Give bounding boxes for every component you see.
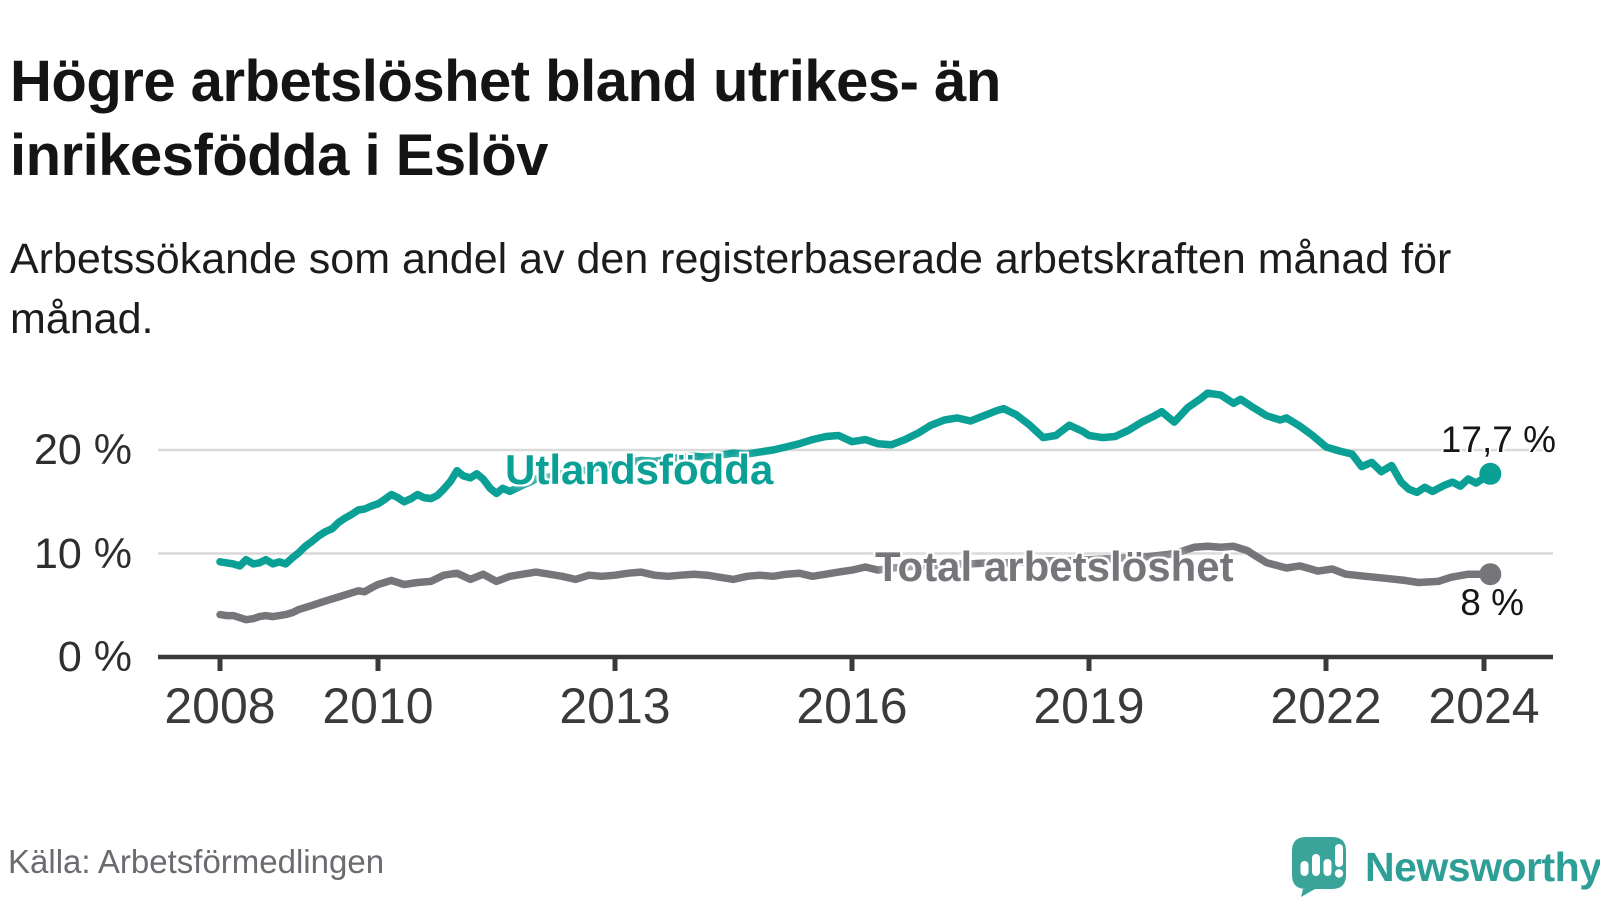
- chart-title: Högre arbetslöshet bland utrikes- än inr…: [10, 48, 1001, 188]
- series-line-utlandsf-dda: [216, 389, 1495, 570]
- newsworthy-icon: [1292, 837, 1346, 897]
- source-note: Källa: Arbetsförmedlingen: [8, 843, 385, 880]
- newsworthy-wordmark: Newsworthy: [1365, 844, 1600, 890]
- x-tick-label-2008: 2008: [164, 678, 276, 734]
- series-label-utlandsfodda: Utlandsfödda: [505, 446, 774, 493]
- x-tick-label-2013: 2013: [559, 678, 671, 734]
- series-line-total-arbetsl-shet: [216, 542, 1495, 624]
- series-label-total-arbetsloshet: Total arbetslöshet: [875, 543, 1234, 590]
- newsworthy-logo: Newsworthy: [1291, 836, 1600, 898]
- end-value-utlandsfodda: 17,7 %: [1440, 419, 1556, 460]
- end-value-total: 8 %: [1460, 582, 1524, 623]
- y-tick-label-20: 20 %: [33, 426, 132, 474]
- x-tick-label-2019: 2019: [1033, 678, 1145, 734]
- x-tick-label-2024: 2024: [1428, 678, 1540, 734]
- y-tick-label-0: 0 %: [57, 633, 132, 681]
- end-dot-total-arbetsl-shet: [1479, 563, 1502, 586]
- chart-subtitle: Arbetssökande som andel av den registerb…: [10, 235, 1452, 343]
- x-tick-label-2010: 2010: [322, 678, 434, 734]
- end-dot-utlandsf-dda: [1479, 462, 1502, 485]
- x-tick-label-2016: 2016: [796, 678, 908, 734]
- x-tick-label-2022: 2022: [1270, 678, 1382, 734]
- y-tick-label-10: 10 %: [33, 529, 132, 578]
